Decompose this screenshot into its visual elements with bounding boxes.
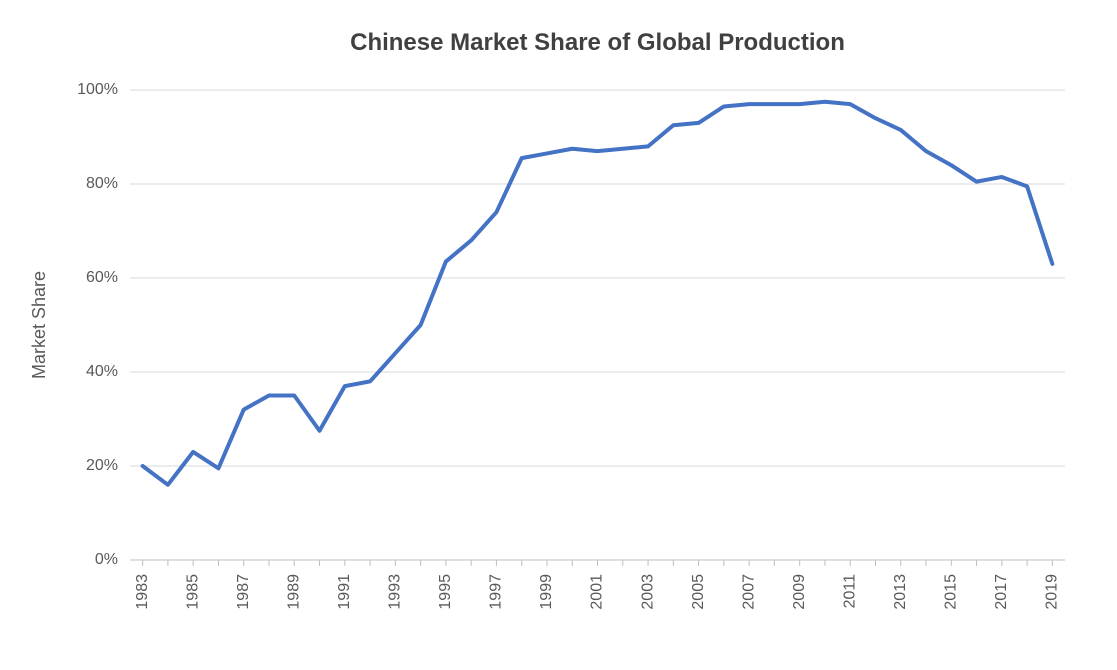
x-tick-label: 2019	[1044, 574, 1061, 610]
x-tick-label: 1987	[235, 574, 252, 610]
x-tick-label: 2011	[841, 574, 858, 609]
x-tick-label: 2015	[943, 574, 960, 610]
x-tick-label: 1985	[184, 574, 201, 610]
x-tick-label: 1983	[134, 574, 151, 610]
line-chart: Chinese Market Share of Global Productio…	[0, 0, 1117, 670]
x-tick-label: 1999	[538, 574, 555, 610]
chart-svg: Chinese Market Share of Global Productio…	[0, 0, 1117, 670]
x-tick-label: 1989	[285, 574, 302, 610]
y-tick-label: 100%	[77, 81, 118, 98]
x-tick-label: 1997	[488, 574, 505, 610]
x-tick-label: 2001	[589, 574, 606, 610]
x-tick-label: 1991	[336, 574, 353, 610]
y-tick-label: 20%	[86, 457, 118, 474]
x-tick-label: 2007	[740, 574, 757, 610]
y-tick-label: 80%	[86, 175, 118, 192]
chart-bg	[0, 0, 1117, 670]
x-tick-label: 1995	[437, 574, 454, 610]
x-tick-label: 2017	[993, 574, 1010, 610]
chart-title: Chinese Market Share of Global Productio…	[350, 29, 845, 56]
x-tick-label: 2013	[892, 574, 909, 610]
y-tick-label: 40%	[86, 363, 118, 380]
y-tick-label: 60%	[86, 269, 118, 286]
y-axis-label: Market Share	[29, 271, 49, 379]
x-tick-label: 2009	[791, 574, 808, 610]
x-tick-label: 2005	[690, 574, 707, 610]
x-tick-label: 2003	[639, 574, 656, 610]
x-tick-label: 1993	[387, 574, 404, 610]
y-tick-label: 0%	[95, 551, 118, 568]
